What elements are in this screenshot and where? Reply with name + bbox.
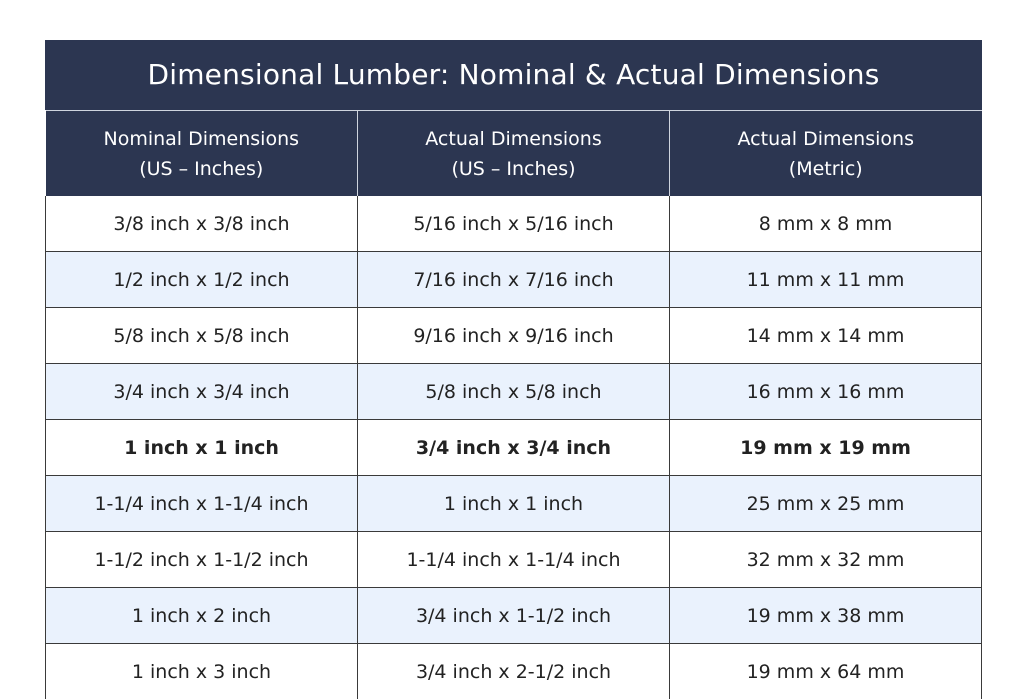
- header-actual-us-line2: (US – Inches): [358, 154, 669, 184]
- header-actual-metric-line1: Actual Dimensions: [670, 124, 982, 154]
- cell-actual-metric: 19 mm x 19 mm: [670, 420, 982, 476]
- cell-actual-metric: 32 mm x 32 mm: [670, 532, 982, 588]
- header-actual-metric-line2: (Metric): [670, 154, 982, 184]
- lumber-table-container: Dimensional Lumber: Nominal & Actual Dim…: [45, 40, 982, 699]
- table-header: Nominal Dimensions (US – Inches) Actual …: [46, 111, 982, 197]
- cell-actual-us: 3/4 inch x 3/4 inch: [358, 420, 670, 476]
- cell-actual-metric: 14 mm x 14 mm: [670, 308, 982, 364]
- cell-nominal: 1/2 inch x 1/2 inch: [46, 252, 358, 308]
- cell-actual-us: 1 inch x 1 inch: [358, 476, 670, 532]
- header-row: Nominal Dimensions (US – Inches) Actual …: [46, 111, 982, 197]
- cell-nominal: 5/8 inch x 5/8 inch: [46, 308, 358, 364]
- header-actual-metric: Actual Dimensions (Metric): [670, 111, 982, 197]
- cell-nominal: 3/8 inch x 3/8 inch: [46, 196, 358, 252]
- cell-actual-metric: 8 mm x 8 mm: [670, 196, 982, 252]
- cell-actual-us: 1-1/4 inch x 1-1/4 inch: [358, 532, 670, 588]
- header-nominal-line2: (US – Inches): [46, 154, 358, 184]
- cell-actual-us: 9/16 inch x 9/16 inch: [358, 308, 670, 364]
- cell-nominal: 1 inch x 1 inch: [46, 420, 358, 476]
- cell-actual-us: 5/8 inch x 5/8 inch: [358, 364, 670, 420]
- cell-actual-metric: 19 mm x 38 mm: [670, 588, 982, 644]
- cell-nominal: 1-1/4 inch x 1-1/4 inch: [46, 476, 358, 532]
- header-nominal-line1: Nominal Dimensions: [46, 124, 358, 154]
- cell-actual-us: 3/4 inch x 2-1/2 inch: [358, 644, 670, 699]
- lumber-dimensions-table: Nominal Dimensions (US – Inches) Actual …: [45, 110, 982, 699]
- table-title: Dimensional Lumber: Nominal & Actual Dim…: [45, 40, 982, 110]
- header-actual-us-line1: Actual Dimensions: [358, 124, 669, 154]
- cell-nominal: 1 inch x 2 inch: [46, 588, 358, 644]
- cell-actual-us: 7/16 inch x 7/16 inch: [358, 252, 670, 308]
- cell-actual-metric: 11 mm x 11 mm: [670, 252, 982, 308]
- cell-nominal: 1 inch x 3 inch: [46, 644, 358, 699]
- cell-actual-metric: 25 mm x 25 mm: [670, 476, 982, 532]
- cell-actual-metric: 16 mm x 16 mm: [670, 364, 982, 420]
- header-actual-us: Actual Dimensions (US – Inches): [358, 111, 670, 197]
- cell-actual-us: 3/4 inch x 1-1/2 inch: [358, 588, 670, 644]
- cell-nominal: 3/4 inch x 3/4 inch: [46, 364, 358, 420]
- cell-nominal: 1-1/2 inch x 1-1/2 inch: [46, 532, 358, 588]
- header-nominal: Nominal Dimensions (US – Inches): [46, 111, 358, 197]
- cell-actual-metric: 19 mm x 64 mm: [670, 644, 982, 699]
- cell-actual-us: 5/16 inch x 5/16 inch: [358, 196, 670, 252]
